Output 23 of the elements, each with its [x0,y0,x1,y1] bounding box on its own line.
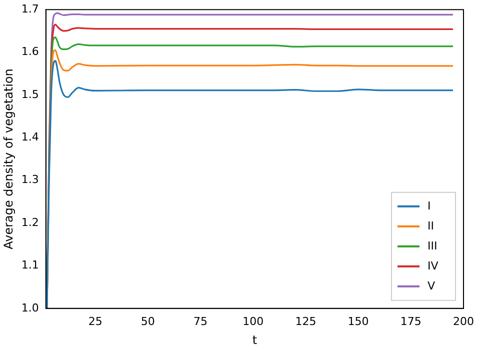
x-tick-label: 25 [88,314,102,328]
x-tick-label: 150 [348,314,369,328]
legend-label: I [428,199,431,212]
x-tick-label: 50 [140,314,155,328]
x-tick-label: 175 [400,314,422,328]
x-axis-title: t [252,332,258,347]
y-tick-label: 1.0 [21,301,39,314]
x-tick-label: 125 [295,314,316,328]
y-axis-title: Average density of vegetation [1,68,16,250]
y-tick-label: 1.2 [21,216,39,229]
y-tick-label: 1.1 [21,258,39,272]
legend-label: V [428,279,436,292]
legend-label: III [428,239,438,252]
y-tick-label: 1.6 [21,45,39,58]
y-tick-label: 1.5 [21,88,39,101]
y-tick-label: 1.4 [21,130,39,144]
x-tick-label: 100 [242,314,264,328]
x-tick-label: 200 [453,314,474,328]
y-tick-label: 1.7 [21,2,39,16]
legend-label: II [428,219,434,232]
x-tick-label: 75 [194,314,208,328]
y-tick-label: 1.3 [21,173,39,186]
legend-label: IV [428,259,439,272]
